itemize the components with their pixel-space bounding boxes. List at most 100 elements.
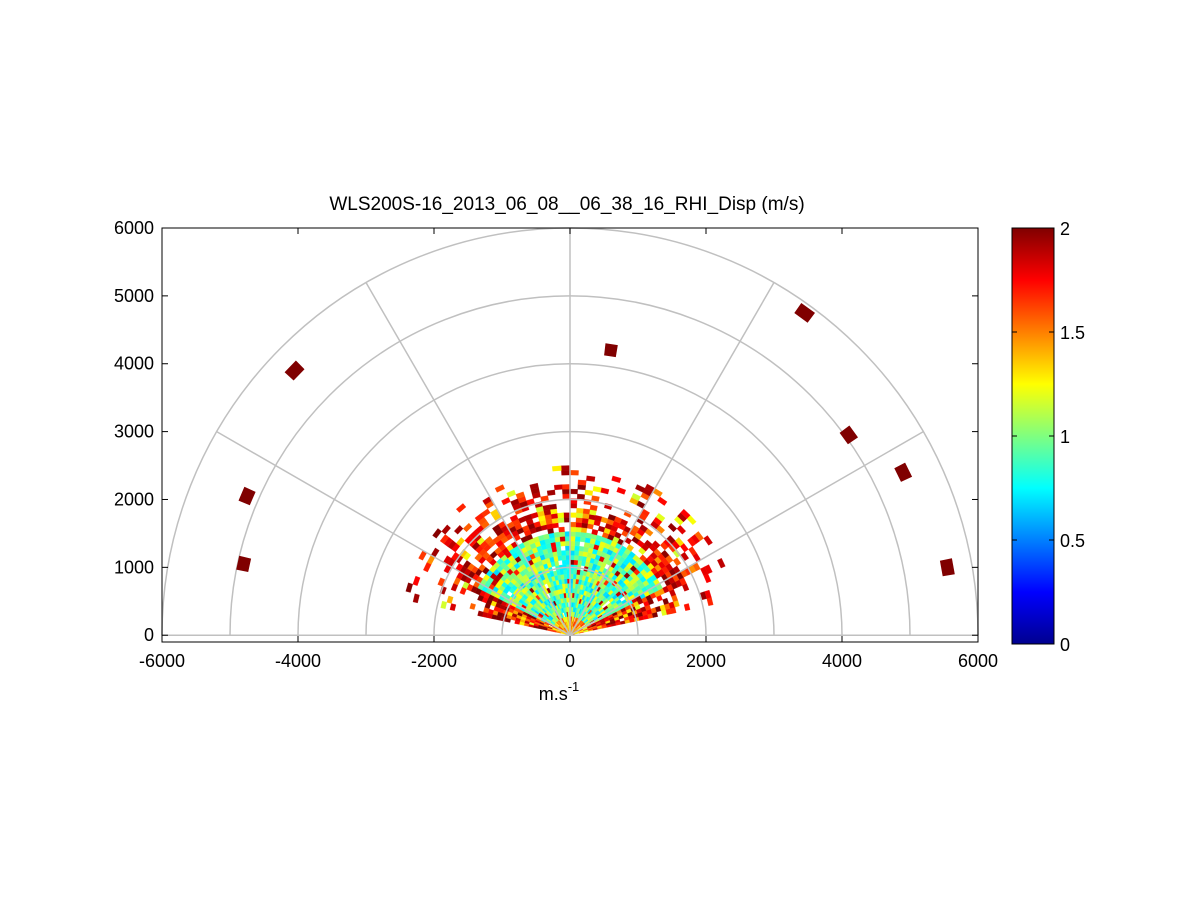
heatmap-cell — [561, 555, 567, 561]
heatmap-cell — [577, 555, 583, 561]
heatmap-cell — [585, 532, 592, 539]
heatmap-cell — [474, 512, 485, 522]
heatmap-cell — [560, 550, 566, 556]
heatmap-cell — [616, 487, 626, 495]
colorbar — [1011, 227, 1055, 645]
heatmap-cell — [704, 589, 712, 599]
heatmap-cell — [675, 537, 685, 547]
heatmap-cell — [569, 503, 578, 509]
heatmap-cell — [439, 534, 450, 545]
heatmap-cell — [572, 573, 577, 580]
heatmap-cell — [440, 600, 447, 609]
isolated-cell — [284, 360, 305, 381]
heatmap-cell — [592, 486, 602, 493]
heatmap-cell — [644, 539, 653, 548]
heatmap-cell — [572, 587, 576, 594]
heatmap-cell — [557, 512, 564, 519]
heatmap-cell — [455, 503, 467, 513]
colorbar-tick-label: 2 — [1060, 219, 1070, 239]
heatmap-cell — [405, 582, 413, 593]
heatmap-cell — [551, 517, 559, 524]
heatmap-cell — [554, 484, 563, 491]
heatmap-cell — [569, 531, 576, 537]
heatmap-cell — [557, 517, 565, 523]
heatmap-cell — [572, 578, 577, 584]
heatmap-cell — [577, 493, 585, 500]
heatmap-cell — [450, 583, 458, 592]
x-axis: -6000 -4000 -2000 0 2000 4000 6000 — [139, 228, 998, 671]
heatmap-cell — [577, 484, 586, 491]
y-tick-label: 6000 — [114, 218, 154, 238]
heatmap-cell — [477, 610, 484, 617]
heatmap-cell — [561, 470, 571, 476]
heatmap-cell — [492, 524, 501, 533]
heatmap-cell — [584, 489, 594, 496]
heatmap-cell — [556, 550, 562, 557]
heatmap-cell — [694, 531, 704, 542]
heatmap-cell — [564, 536, 571, 542]
isolated-cell — [794, 303, 815, 323]
heatmap-cell — [667, 522, 678, 533]
heatmap-cell — [580, 527, 588, 533]
heatmap-cell — [683, 603, 691, 611]
heatmap-cell — [581, 517, 589, 524]
heatmap-cell — [574, 536, 581, 542]
heatmap-cell — [562, 488, 571, 495]
y-tick-label: 4000 — [114, 354, 154, 374]
heatmap-cell — [577, 479, 587, 486]
heatmap-cell — [563, 517, 571, 523]
heatmap-cell — [574, 550, 580, 556]
heatmap-cell — [580, 531, 587, 538]
heatmap-cell — [558, 531, 565, 537]
colorbar-tick-label: 0.5 — [1060, 531, 1085, 551]
heatmap-cell — [549, 508, 558, 515]
heatmap-cell — [559, 536, 566, 542]
heatmap-cell — [560, 465, 571, 471]
heatmap-cell — [474, 552, 483, 562]
heatmap-cell — [501, 497, 511, 506]
angle-spoke — [365, 282, 571, 636]
heatmap-cell — [569, 536, 576, 542]
heatmap-cell — [573, 559, 579, 566]
chart-title: WLS200S-16_2013_06_08__06_38_16_RHI_Disp… — [329, 194, 804, 215]
heatmap-cell — [589, 504, 598, 511]
colorbar-tick-label: 0 — [1060, 635, 1070, 655]
x-tick-label: -6000 — [139, 651, 185, 671]
heatmap-cell — [575, 526, 582, 533]
heatmap-cell — [552, 465, 562, 472]
heatmap-cell — [651, 540, 661, 549]
colorbar-tick-label: 1 — [1060, 427, 1070, 447]
heatmap-cell — [582, 508, 591, 515]
heatmap-cell — [506, 489, 516, 498]
y-axis: 0 1000 2000 3000 4000 5000 6000 — [114, 218, 978, 645]
heatmap-cell — [477, 594, 484, 602]
heatmap-cell — [569, 512, 577, 518]
heatmap-cell — [569, 521, 577, 528]
heatmap-cell — [576, 507, 584, 514]
heatmap-cell — [586, 475, 596, 482]
y-tick-label: 5000 — [114, 286, 154, 306]
heatmap-cell — [453, 524, 464, 535]
isolated-cell — [939, 558, 955, 577]
x-axis-label-base: m.s — [539, 684, 568, 704]
heatmap-cell — [449, 603, 457, 611]
heatmap-cell — [573, 569, 578, 575]
angle-spoke — [569, 430, 924, 636]
heatmap-cell — [576, 512, 583, 519]
heatmap-cell — [578, 550, 584, 557]
heatmap-cell — [555, 546, 562, 552]
isolated-cell — [894, 462, 913, 482]
y-tick-label: 3000 — [114, 422, 154, 442]
heatmap-cell — [546, 489, 556, 496]
y-tick-label: 0 — [144, 625, 154, 645]
colorbar-ticks: 0 0.5 1 1.5 2 — [1012, 219, 1085, 655]
heatmap-cell — [564, 531, 571, 537]
heatmap-cell — [573, 555, 579, 561]
isolated-cell — [604, 343, 618, 358]
isolated-cell — [839, 425, 858, 445]
heatmap-cell — [423, 562, 432, 573]
heatmap-cell — [703, 535, 713, 546]
x-tick-label: 6000 — [958, 651, 998, 671]
heatmap-cell — [469, 603, 476, 610]
